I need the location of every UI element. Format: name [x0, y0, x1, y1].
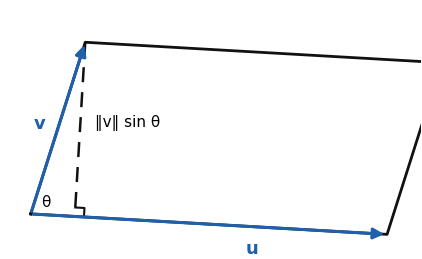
Text: v: v — [33, 115, 45, 133]
Text: ‖v‖ sin θ: ‖v‖ sin θ — [95, 115, 160, 131]
Text: θ: θ — [41, 195, 50, 210]
Text: u: u — [245, 240, 258, 258]
